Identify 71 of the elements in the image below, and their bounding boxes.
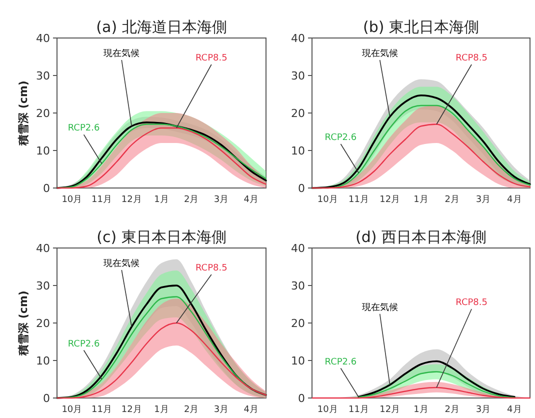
x-tick-label: 10月: [62, 405, 82, 415]
text: RCP8.5: [196, 264, 228, 274]
chart-title: (c) 東日本日本海側: [96, 228, 226, 246]
x-tick-label: 2月: [184, 195, 199, 205]
y-tick-label: 0: [298, 182, 305, 195]
y-tick-label: 20: [291, 316, 305, 330]
x-tick-label: 11月: [92, 405, 112, 415]
x-tick-label: 11月: [348, 405, 369, 415]
y-tick-label: 20: [291, 106, 305, 120]
y-tick-label: 30: [36, 279, 50, 292]
x-tick-label: 1月: [154, 405, 169, 415]
x-tick-label: 4月: [507, 405, 522, 415]
y-tick-label: 30: [36, 69, 50, 82]
text: RCP2.6: [324, 357, 357, 368]
text: RCP8.5: [456, 54, 488, 64]
x-tick-label: 1月: [414, 405, 428, 415]
y-tick-label: 40: [36, 32, 50, 45]
y-tick-label: 10: [36, 144, 50, 158]
x-tick-label: 4月: [244, 405, 258, 415]
y-tick-label: 30: [291, 279, 305, 292]
y-tick-label: 10: [36, 354, 50, 368]
text: 現在気候: [104, 258, 140, 269]
line-series: [358, 371, 516, 398]
x-tick-label: 10月: [62, 195, 82, 205]
line-series: [311, 386, 531, 399]
x-tick-label: 10月: [317, 405, 338, 415]
y-tick-label: 40: [291, 242, 305, 255]
x-tick-label: 10月: [317, 195, 338, 205]
y-tick-label: 10: [291, 354, 305, 368]
chart-title: (b) 東北日本海側: [363, 18, 479, 36]
x-tick-label: 11月: [348, 195, 369, 205]
y-tick-label: 30: [291, 69, 305, 82]
text: RCP2.6: [68, 124, 100, 134]
text: RCP2.6: [68, 339, 100, 350]
line-series: [56, 322, 267, 399]
x-tick-label: 4月: [507, 195, 522, 205]
x-tick-label: 3月: [214, 195, 229, 205]
x-tick-label: 12月: [380, 195, 400, 205]
x-tick-label: 2月: [444, 405, 460, 415]
x-tick-label: 12月: [121, 195, 142, 205]
y-tick-label: 0: [43, 182, 50, 195]
x-tick-label: 12月: [121, 405, 142, 415]
y-tick-label: 40: [291, 32, 305, 45]
line-series: [311, 124, 531, 189]
x-tick-label: 3月: [476, 405, 491, 415]
x-tick-label: 4月: [244, 195, 258, 205]
x-tick-label: 12月: [380, 405, 400, 415]
text: RCP8.5: [456, 298, 488, 308]
x-tick-label: 2月: [444, 195, 460, 205]
y-tick-label: 0: [43, 392, 50, 405]
y-tick-label: 20: [36, 316, 50, 330]
line-series: [358, 360, 516, 398]
x-tick-label: 2月: [184, 405, 199, 415]
y-axis-title: 積雪深 (cm): [17, 290, 30, 356]
x-tick-label: 1月: [414, 195, 428, 205]
y-tick-label: 0: [298, 392, 305, 405]
y-tick-label: 10: [291, 144, 305, 158]
text: RCP8.5: [196, 54, 228, 64]
text: 現在気候: [362, 302, 398, 313]
chart-title: (d) 西日本日本海側: [356, 228, 486, 246]
x-tick-label: 3月: [476, 195, 491, 205]
text: 現在気候: [362, 48, 398, 59]
chart-title: (a) 北海道日本海側: [96, 18, 227, 36]
text: 現在気候: [104, 48, 140, 59]
y-tick-label: 40: [36, 242, 50, 255]
x-tick-label: 1月: [154, 195, 169, 205]
text: RCP2.6: [324, 133, 357, 143]
y-axis-title: 積雪深 (cm): [17, 80, 30, 146]
y-tick-label: 20: [36, 106, 50, 120]
x-tick-label: 11月: [92, 195, 112, 205]
x-tick-label: 3月: [214, 405, 229, 415]
